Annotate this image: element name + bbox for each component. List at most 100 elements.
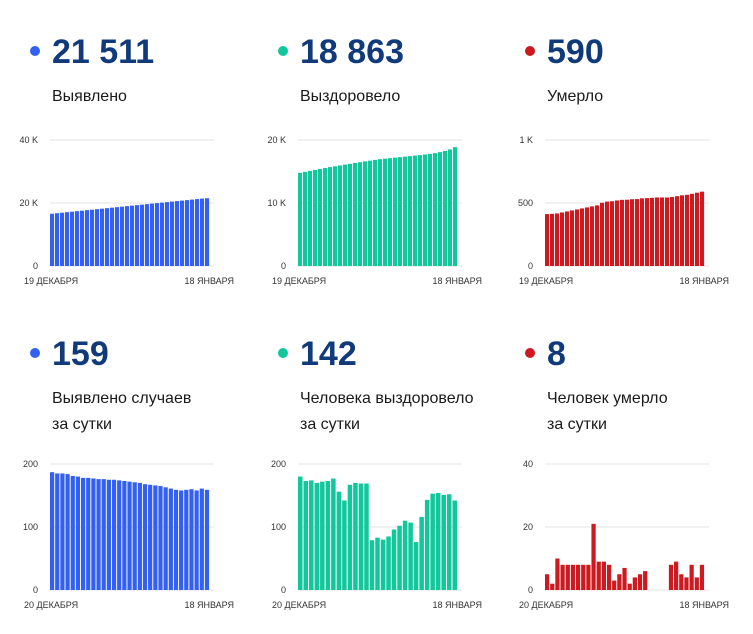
legend-dot bbox=[278, 46, 288, 56]
bar bbox=[622, 567, 627, 590]
bar bbox=[453, 147, 458, 266]
bar bbox=[190, 199, 195, 266]
bar bbox=[570, 564, 576, 590]
bar bbox=[601, 561, 606, 590]
bar bbox=[142, 484, 148, 590]
bar bbox=[386, 536, 391, 590]
metric-label-line: Выявлено bbox=[52, 88, 127, 105]
bar bbox=[336, 491, 342, 590]
bar bbox=[685, 194, 690, 266]
bar bbox=[600, 202, 605, 266]
bar bbox=[446, 494, 452, 590]
bar bbox=[700, 191, 705, 266]
x-tick-label: 18 ЯНВАРЯ bbox=[432, 276, 482, 286]
y-tick-label: 200 bbox=[271, 459, 286, 469]
bar bbox=[50, 213, 55, 266]
bar bbox=[189, 489, 194, 590]
bar bbox=[323, 168, 328, 266]
y-tick-label: 0 bbox=[281, 261, 286, 271]
bar bbox=[630, 199, 635, 266]
bar bbox=[413, 155, 418, 266]
bar bbox=[364, 483, 369, 590]
total-value: 142 bbox=[300, 335, 357, 373]
bar bbox=[596, 561, 601, 590]
bar bbox=[441, 494, 446, 590]
bar bbox=[586, 564, 591, 590]
bar bbox=[137, 482, 142, 590]
bar bbox=[408, 156, 413, 266]
total-value: 159 bbox=[52, 335, 109, 373]
bar bbox=[595, 205, 600, 266]
bar bbox=[168, 488, 173, 590]
legend-dot bbox=[525, 46, 535, 56]
x-tick-label: 20 ДЕКАБРЯ bbox=[24, 600, 78, 610]
bar bbox=[679, 574, 684, 590]
panel-recovered-daily: 142 Человека выздоровело за сутки 0 100 20… bbox=[271, 334, 512, 634]
legend-dot bbox=[30, 348, 40, 358]
total-value: 18 863 bbox=[300, 33, 404, 71]
bar bbox=[50, 472, 55, 590]
bar bbox=[690, 193, 695, 266]
bar bbox=[419, 516, 424, 590]
bar bbox=[423, 154, 428, 266]
bar bbox=[127, 481, 132, 590]
bar bbox=[680, 195, 685, 266]
bar bbox=[308, 170, 313, 266]
bar bbox=[606, 564, 612, 590]
metric-label-line: за сутки bbox=[547, 416, 607, 433]
bar bbox=[391, 529, 397, 590]
y-tick-label: 0 bbox=[528, 585, 533, 595]
bar bbox=[560, 212, 565, 266]
bar bbox=[194, 490, 199, 590]
bar bbox=[347, 484, 353, 590]
bar bbox=[338, 165, 343, 266]
legend-dot bbox=[278, 348, 288, 358]
bar bbox=[155, 203, 160, 266]
y-tick-label: 0 bbox=[528, 261, 533, 271]
bar bbox=[111, 479, 117, 590]
y-tick-label: 0 bbox=[33, 261, 38, 271]
bar bbox=[70, 475, 75, 590]
bar bbox=[570, 210, 575, 266]
bar bbox=[580, 208, 585, 266]
bar bbox=[200, 198, 205, 266]
metric-label: Выздоровело bbox=[300, 84, 400, 110]
bar bbox=[95, 209, 100, 266]
bar bbox=[565, 211, 570, 266]
bar bbox=[695, 192, 700, 266]
y-tick-label: 0 bbox=[281, 585, 286, 595]
total-value: 8 bbox=[547, 335, 566, 373]
bar bbox=[408, 522, 413, 590]
bar bbox=[175, 201, 180, 266]
bar bbox=[363, 161, 368, 266]
metric-label-line: Умерло bbox=[547, 88, 604, 105]
bar bbox=[348, 163, 353, 266]
bar bbox=[694, 577, 699, 590]
bar bbox=[430, 493, 435, 590]
bar bbox=[674, 561, 679, 590]
metric-label-line: Выздоровело bbox=[300, 88, 401, 105]
y-tick-label: 20 K bbox=[267, 135, 286, 145]
bar bbox=[684, 577, 689, 590]
bar-chart: 0 20 K 40 K 19 ДЕКАБРЯ 18 ЯНВАРЯ bbox=[19, 135, 234, 286]
bar bbox=[180, 200, 185, 266]
bar bbox=[550, 583, 555, 590]
bar-chart: 0 100 200 20 ДЕКАБРЯ 18 ЯНВАРЯ bbox=[23, 459, 234, 610]
bar bbox=[424, 499, 430, 590]
bar bbox=[668, 564, 674, 590]
bar bbox=[105, 208, 110, 266]
bar bbox=[617, 574, 622, 590]
y-tick-label: 100 bbox=[271, 522, 286, 532]
bar bbox=[383, 158, 388, 266]
bar bbox=[120, 206, 125, 266]
x-tick-label: 19 ДЕКАБРЯ bbox=[519, 276, 573, 286]
x-tick-label: 19 ДЕКАБРЯ bbox=[24, 276, 78, 286]
bar bbox=[331, 478, 336, 590]
bar bbox=[373, 159, 378, 266]
x-tick-label: 18 ЯНВАРЯ bbox=[679, 276, 729, 286]
y-tick-label: 200 bbox=[23, 459, 38, 469]
y-tick-label: 20 bbox=[523, 522, 533, 532]
bar bbox=[545, 574, 550, 590]
bar bbox=[627, 583, 632, 590]
bar bbox=[637, 574, 643, 590]
